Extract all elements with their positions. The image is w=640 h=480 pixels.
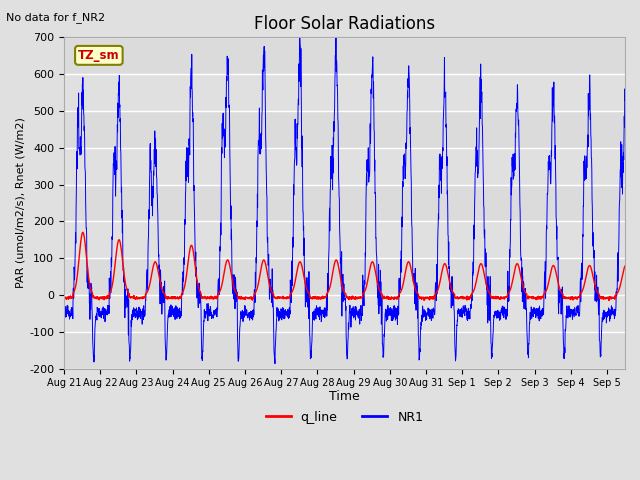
Bar: [64, 37, 625, 74]
Text: TZ_sm: TZ_sm: [78, 49, 120, 62]
Bar: [64, 332, 625, 369]
Text: No data for f_NR2: No data for f_NR2: [6, 12, 106, 23]
NR1: [621, 97, 629, 103]
NR1: [271, 361, 279, 367]
q_line: [412, 287, 419, 293]
Bar: [64, 184, 625, 221]
q_line: [429, 295, 436, 301]
q_line: [621, 263, 629, 269]
q_line: [79, 229, 86, 235]
NR1: [296, 35, 303, 40]
Bar: [64, 258, 625, 295]
q_line: [605, 298, 612, 303]
NR1: [412, 284, 420, 289]
NR1: [348, 313, 356, 319]
q_line: [535, 296, 543, 302]
NR1: [536, 318, 543, 324]
Line: NR1: NR1: [64, 37, 625, 364]
Y-axis label: PAR (umol/m2/s), Rnet (W/m2): PAR (umol/m2/s), Rnet (W/m2): [15, 118, 25, 288]
NR1: [93, 317, 100, 323]
NR1: [602, 312, 610, 318]
NR1: [60, 313, 68, 319]
NR1: [429, 315, 436, 321]
Bar: [64, 111, 625, 148]
q_line: [60, 295, 68, 300]
q_line: [348, 295, 356, 301]
q_line: [93, 294, 101, 300]
Line: q_line: q_line: [64, 232, 625, 300]
q_line: [602, 295, 609, 300]
Title: Floor Solar Radiations: Floor Solar Radiations: [254, 15, 435, 33]
Legend: q_line, NR1: q_line, NR1: [260, 406, 428, 429]
X-axis label: Time: Time: [329, 390, 360, 403]
